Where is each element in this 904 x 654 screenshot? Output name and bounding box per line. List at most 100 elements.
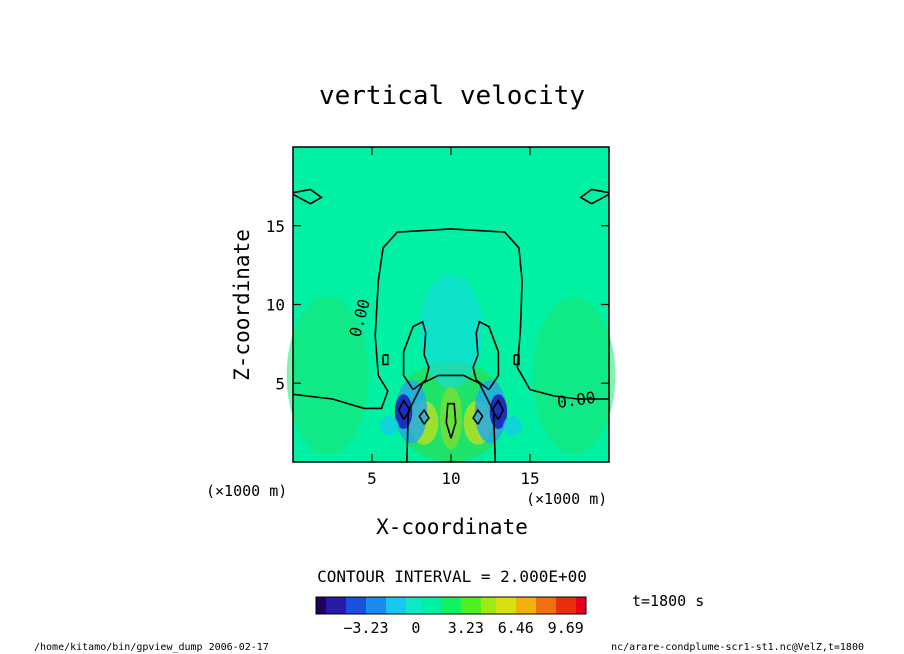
colorbar-swatch [516, 597, 522, 614]
colorbar-tick-label: 0 [411, 619, 420, 637]
colorbar-swatch [496, 597, 502, 614]
colorbar-swatch [541, 597, 547, 614]
colorbar-swatch [446, 597, 452, 614]
colorbar-tick-label: 6.46 [498, 619, 534, 637]
velocity-field [286, 274, 616, 462]
field-shading-patch [533, 296, 616, 455]
y-tick-label: 15 [266, 217, 285, 236]
x-tick-label: 10 [441, 469, 460, 488]
y-unit-label: (×1000 m) [206, 482, 287, 500]
colorbar-swatch [366, 597, 372, 614]
colorbar-swatch [406, 597, 412, 614]
field-shading-patch [439, 386, 463, 450]
contour-line [579, 188, 610, 205]
colorbar-swatch [416, 597, 422, 614]
contour-interval-text: CONTOUR INTERVAL = 2.000E+00 [317, 567, 587, 586]
colorbar-swatch [371, 597, 377, 614]
colorbar-swatch [361, 597, 367, 614]
footer-right: nc/arare-condplume-scr1-st1.nc@VelZ,t=18… [611, 642, 864, 653]
x-axis-ticks: 5 10 15 [367, 147, 540, 488]
colorbar-swatch [476, 597, 482, 614]
x-tick-label: 15 [520, 469, 539, 488]
contour-line [472, 408, 484, 425]
y-tick-label: 10 [266, 296, 285, 315]
field-shading-patch [419, 274, 483, 388]
field-shading-patch [379, 416, 399, 436]
time-label: t=1800 s [632, 592, 704, 610]
contour-line [292, 228, 609, 410]
x-axis-title: X-coordinate [376, 515, 528, 539]
x-tick-label: 5 [367, 469, 377, 488]
colorbar-swatch [456, 597, 462, 614]
colorbar-swatch [336, 597, 342, 614]
y-tick-label: 5 [275, 374, 285, 393]
y-axis-title: Z-coordinate [230, 229, 254, 381]
colorbar-swatch [561, 597, 567, 614]
colorbar-swatch [581, 597, 587, 614]
x-unit-label: (×1000 m) [526, 490, 607, 508]
colorbar-swatch [481, 597, 487, 614]
contour-lines [292, 188, 610, 463]
plot-area [286, 146, 616, 463]
contour-line [402, 320, 430, 391]
colorbar-tick-label: 3.23 [448, 619, 484, 637]
colorbar-swatch [426, 597, 432, 614]
colorbar-swatch [326, 597, 332, 614]
colorbar-swatch [546, 597, 552, 614]
colorbar-swatch [316, 597, 322, 614]
contour-line [382, 354, 389, 366]
colorbar-swatch [441, 597, 447, 614]
colorbar-swatch [376, 597, 382, 614]
colorbar-swatch [536, 597, 542, 614]
colorbar-tick-label: −3.23 [343, 619, 388, 637]
colorbar-swatch [391, 597, 397, 614]
colorbar-swatch [556, 597, 562, 614]
colorbar-swatch [511, 597, 517, 614]
colorbar-swatch [381, 597, 387, 614]
colorbar-swatch [411, 597, 417, 614]
colorbar-swatch [486, 597, 492, 614]
colorbar-swatch [341, 597, 347, 614]
colorbar-swatch [491, 597, 497, 614]
colorbar-swatch [576, 597, 582, 614]
colorbar-swatch [331, 597, 337, 614]
colorbar-swatch [451, 597, 457, 614]
colorbar-swatch [466, 597, 472, 614]
colorbar-swatch [346, 597, 352, 614]
contour-line [491, 399, 504, 420]
contour-line [406, 374, 496, 463]
contour-line [513, 354, 520, 366]
contour-line [445, 402, 457, 439]
colorbar-tick-label: 9.69 [548, 619, 584, 637]
contour-line [292, 188, 323, 205]
colorbar-swatch [421, 597, 427, 614]
contour-line [472, 320, 500, 391]
colorbar-swatch [386, 597, 392, 614]
colorbar-swatch [471, 597, 477, 614]
colorbar-frame [315, 596, 587, 615]
colorbar-swatch [351, 597, 357, 614]
field-shading-patch [286, 296, 369, 455]
colorbar-swatch [521, 597, 527, 614]
field-shading-patch [503, 416, 523, 436]
colorbar [316, 597, 587, 614]
chart-title: vertical velocity [319, 81, 585, 111]
colorbar-swatch [436, 597, 442, 614]
y-axis-ticks: 5 10 15 [266, 217, 609, 393]
colorbar-swatch [506, 597, 512, 614]
colorbar-swatch [531, 597, 537, 614]
colorbar-swatch [526, 597, 532, 614]
colorbar-swatch [571, 597, 577, 614]
contour-line [398, 399, 411, 420]
colorbar-swatch [321, 597, 327, 614]
colorbar-swatch [431, 597, 437, 614]
colorbar-swatch [461, 597, 467, 614]
colorbar-swatch [566, 597, 572, 614]
contour-line [418, 408, 430, 425]
colorbar-swatch [501, 597, 507, 614]
colorbar-swatch [401, 597, 407, 614]
colorbar-swatch [551, 597, 557, 614]
colorbar-ticks: −3.23 0 3.23 6.46 9.69 [343, 619, 583, 637]
colorbar-swatch [356, 597, 362, 614]
